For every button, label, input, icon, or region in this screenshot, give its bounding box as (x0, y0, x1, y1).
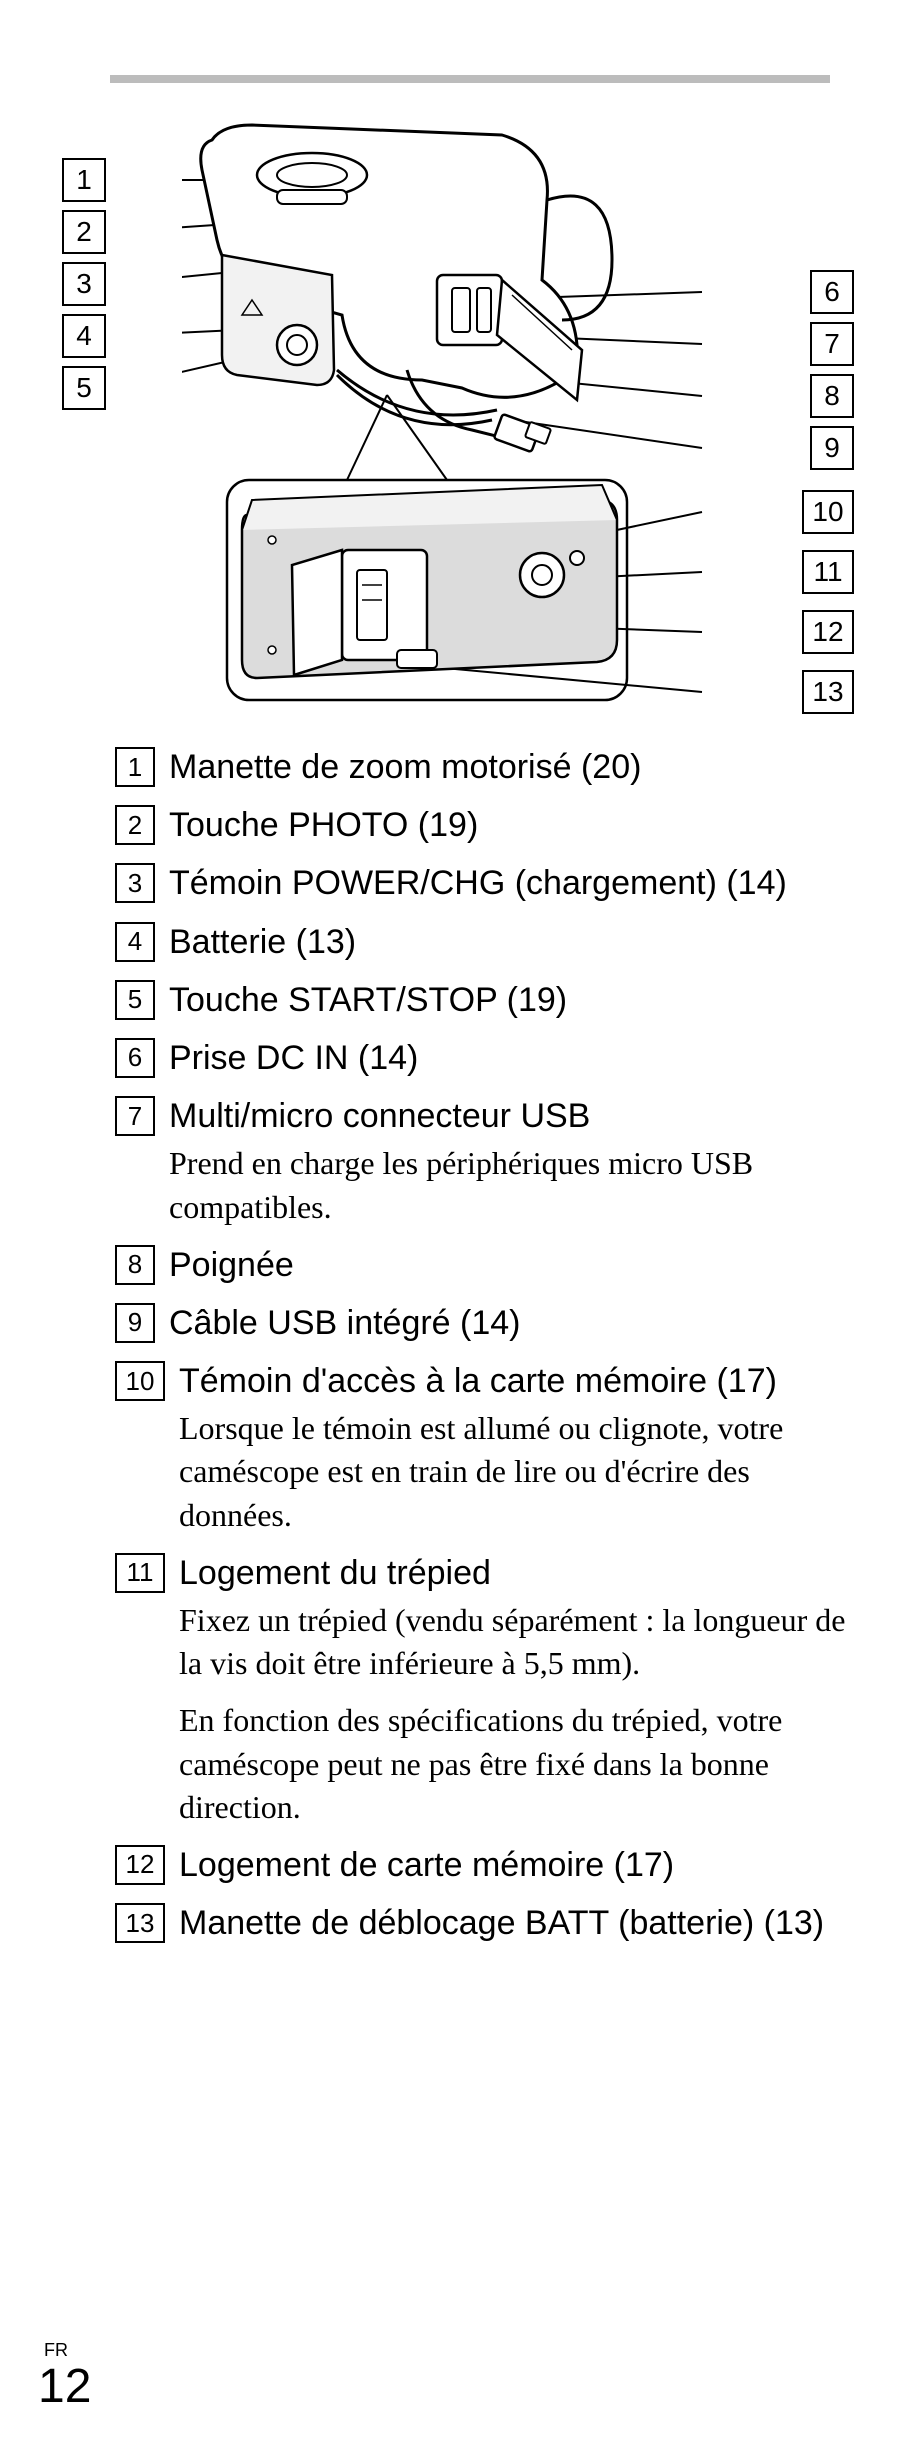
item-body: Témoin d'accès à la carte mémoire (17)Lo… (179, 1359, 855, 1537)
item-body: Manette de zoom motorisé (20) (169, 745, 855, 789)
item-title: Multi/micro connecteur USB (169, 1094, 855, 1138)
callout-5: 5 (62, 366, 106, 410)
list-item: 2 Touche PHOTO (19) (115, 803, 855, 847)
item-body: Manette de déblocage BATT (batterie) (13… (179, 1901, 855, 1945)
item-number-box: 9 (115, 1303, 155, 1343)
item-title: Témoin d'accès à la carte mémoire (17) (179, 1359, 855, 1403)
item-description: En fonction des spécifications du trépie… (179, 1699, 855, 1829)
item-number-box: 8 (115, 1245, 155, 1285)
item-number-box: 6 (115, 1038, 155, 1078)
item-number-box: 11 (115, 1553, 165, 1593)
item-title: Manette de zoom motorisé (20) (169, 745, 855, 789)
item-title: Touche PHOTO (19) (169, 803, 855, 847)
item-number-box: 2 (115, 805, 155, 845)
item-number-box: 13 (115, 1903, 165, 1943)
callout-4: 4 (62, 314, 106, 358)
list-item: 8 Poignée (115, 1243, 855, 1287)
item-description: Lorsque le témoin est allumé ou clignote… (179, 1407, 855, 1537)
callout-3: 3 (62, 262, 106, 306)
item-body: Logement de carte mémoire (17) (179, 1843, 855, 1887)
footer-language: FR (44, 2340, 91, 2361)
item-body: Touche START/STOP (19) (169, 978, 855, 1022)
item-body: Batterie (13) (169, 920, 855, 964)
list-item: 6 Prise DC IN (14) (115, 1036, 855, 1080)
item-body: Touche PHOTO (19) (169, 803, 855, 847)
item-title: Touche START/STOP (19) (169, 978, 855, 1022)
item-description: Fixez un trépied (vendu séparément : la … (179, 1599, 855, 1685)
list-item: 1 Manette de zoom motorisé (20) (115, 745, 855, 789)
footer-page-number: 12 (38, 2359, 91, 2414)
item-number-box: 10 (115, 1361, 165, 1401)
item-body: Poignée (169, 1243, 855, 1287)
list-item: 9 Câble USB intégré (14) (115, 1301, 855, 1345)
list-item: 13 Manette de déblocage BATT (batterie) (… (115, 1901, 855, 1945)
item-number-box: 4 (115, 922, 155, 962)
item-title: Logement de carte mémoire (17) (179, 1843, 855, 1887)
item-body: Logement du trépiedFixez un trépied (ven… (179, 1551, 855, 1829)
item-number-box: 7 (115, 1096, 155, 1136)
list-item: 10 Témoin d'accès à la carte mémoire (17)… (115, 1359, 855, 1537)
item-number-box: 12 (115, 1845, 165, 1885)
item-body: Prise DC IN (14) (169, 1036, 855, 1080)
diagram-area: 1 2 3 4 5 6 7 8 9 10 11 12 13 (62, 120, 854, 710)
item-body: Multi/micro connecteur USBPrend en charg… (169, 1094, 855, 1229)
parts-list: 1 Manette de zoom motorisé (20) 2 Touche PH… (115, 745, 855, 1959)
item-title: Batterie (13) (169, 920, 855, 964)
list-item: 3 Témoin POWER/CHG (chargement) (14) (115, 861, 855, 905)
item-title: Manette de déblocage BATT (batterie) (13… (179, 1901, 855, 1945)
item-title: Témoin POWER/CHG (chargement) (14) (169, 861, 855, 905)
item-title: Logement du trépied (179, 1551, 855, 1595)
camera-illustration (182, 120, 822, 710)
list-item: 7 Multi/micro connecteur USBPrend en char… (115, 1094, 855, 1229)
page-footer: FR 12 (38, 2340, 91, 2414)
list-item: 4 Batterie (13) (115, 920, 855, 964)
item-title: Prise DC IN (14) (169, 1036, 855, 1080)
list-item: 11 Logement du trépiedFixez un trépied (v… (115, 1551, 855, 1829)
callout-2: 2 (62, 210, 106, 254)
item-body: Câble USB intégré (14) (169, 1301, 855, 1345)
callout-1: 1 (62, 158, 106, 202)
item-title: Poignée (169, 1243, 855, 1287)
item-title: Câble USB intégré (14) (169, 1301, 855, 1345)
list-item: 12 Logement de carte mémoire (17) (115, 1843, 855, 1887)
item-number-box: 3 (115, 863, 155, 903)
top-rule (110, 75, 830, 83)
item-number-box: 1 (115, 747, 155, 787)
item-number-box: 5 (115, 980, 155, 1020)
item-description: Prend en charge les périphériques micro … (169, 1142, 855, 1228)
item-body: Témoin POWER/CHG (chargement) (14) (169, 861, 855, 905)
list-item: 5 Touche START/STOP (19) (115, 978, 855, 1022)
